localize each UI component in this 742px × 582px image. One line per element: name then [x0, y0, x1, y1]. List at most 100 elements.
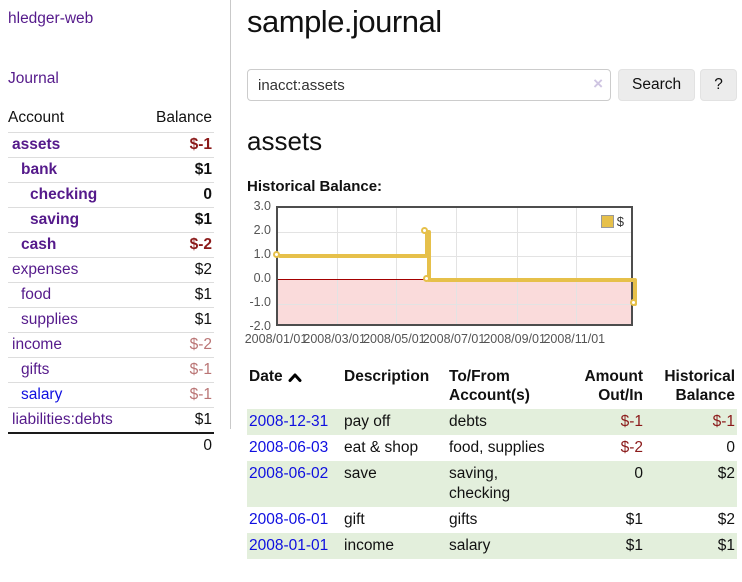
horizontal-gridline	[278, 304, 631, 305]
account-row: salary $-1	[8, 382, 214, 407]
transaction-accounts: salary	[449, 537, 491, 554]
transaction-accounts: gifts	[449, 511, 478, 528]
transaction-date-link[interactable]: 2008-06-03	[249, 439, 329, 456]
balance-column-header: Balance	[155, 109, 212, 126]
sidebar: hledger-web Journal Account Balance asse…	[0, 0, 231, 454]
data-point-marker[interactable]	[272, 250, 280, 258]
search-button[interactable]: Search	[618, 69, 696, 101]
account-row: gifts $-1	[8, 357, 214, 382]
sort-ascending-icon	[288, 373, 302, 382]
register-row: 2008-01-01 income salary $1 $1	[247, 533, 737, 559]
data-point-marker[interactable]	[629, 298, 637, 306]
horizontal-gridline	[278, 256, 631, 257]
account-balance: $-1	[189, 136, 212, 153]
transaction-accounts: debts	[449, 413, 487, 430]
transaction-description: income	[344, 537, 394, 554]
register-column-header[interactable]: Date	[249, 367, 344, 386]
account-balance: $1	[194, 311, 212, 328]
account-link[interactable]: supplies	[21, 311, 78, 328]
series-line-segment	[426, 230, 431, 282]
horizontal-gridline	[278, 232, 631, 233]
account-link[interactable]: cash	[21, 236, 57, 253]
clear-search-icon[interactable]: ×	[593, 74, 603, 93]
account-link[interactable]: income	[12, 336, 62, 353]
account-link[interactable]: saving	[30, 211, 80, 228]
account-link[interactable]: liabilities:debts	[12, 411, 113, 428]
accounts-table-header: Account Balance	[8, 106, 214, 132]
account-row: food $1	[8, 282, 214, 307]
transaction-date-link[interactable]: 2008-06-02	[249, 465, 329, 482]
sidebar-item-journal[interactable]: Journal	[8, 70, 59, 87]
account-balance: $1	[194, 286, 212, 303]
account-column-header: Account	[8, 109, 65, 126]
account-row: saving $1	[8, 207, 214, 232]
account-link[interactable]: expenses	[12, 261, 79, 278]
account-link[interactable]: bank	[21, 161, 58, 178]
transaction-date-link[interactable]: 2008-12-31	[249, 413, 329, 430]
y-axis-tick-label: 1.0	[253, 247, 271, 261]
chart-legend: $	[598, 213, 626, 230]
register-table-header: Date Description To/From Account(s) Amount …	[247, 367, 737, 409]
transaction-date-link[interactable]: 2008-06-01	[249, 511, 329, 528]
help-button[interactable]: ?	[700, 69, 737, 101]
transaction-amount: $1	[625, 537, 643, 554]
y-axis-tick-label: 2.0	[253, 223, 271, 237]
account-balance: $-2	[189, 236, 212, 253]
account-row: bank $1	[8, 157, 214, 182]
register-column-header: Historical Balance	[664, 368, 735, 404]
register-column-header: Amount Out/In	[584, 368, 643, 404]
vertical-gridline	[337, 208, 338, 324]
transaction-amount: 0	[634, 465, 643, 482]
account-balance: $-2	[189, 336, 212, 353]
search-input[interactable]	[247, 69, 611, 101]
transaction-balance: $1	[717, 537, 735, 554]
series-line-segment	[633, 278, 637, 306]
vertical-gridline	[576, 208, 577, 324]
data-point-marker[interactable]	[421, 226, 429, 234]
transaction-balance: 0	[726, 439, 735, 456]
page-title: sample.journal	[247, 4, 442, 39]
search-bar: × Search ?	[247, 69, 737, 101]
vertical-gridline	[396, 208, 397, 324]
accounts-total-row: 0	[8, 432, 214, 458]
register-row: 2008-06-02 save saving, checking 0 $2	[247, 461, 737, 507]
account-balance: $1	[194, 211, 212, 228]
y-axis-tick-label: -1.0	[249, 295, 271, 309]
transaction-balance: $-1	[712, 413, 735, 430]
account-balance: $1	[194, 161, 212, 178]
chart-title: Historical Balance:	[247, 178, 383, 195]
data-point-marker[interactable]	[423, 274, 431, 282]
account-link[interactable]: food	[21, 286, 52, 303]
main-content: sample.journal × Search ? assets Histori…	[245, 0, 737, 559]
account-row: supplies $1	[8, 307, 214, 332]
app-brand-link[interactable]: hledger-web	[8, 10, 94, 27]
accounts-total-balance: 0	[203, 437, 212, 454]
account-link[interactable]: assets	[12, 136, 61, 153]
account-balance: $1	[194, 411, 212, 428]
account-row: liabilities:debts $1	[8, 407, 214, 432]
x-axis-tick-label: 2008/03/01	[303, 332, 366, 346]
account-row: expenses $2	[8, 257, 214, 282]
legend-swatch	[600, 215, 614, 228]
account-link[interactable]: checking	[30, 186, 98, 203]
accounts-table: Account Balance assets $-1 bank $1 checking 0…	[8, 106, 214, 458]
account-link[interactable]: gifts	[21, 361, 50, 378]
series-line-segment	[278, 254, 427, 258]
account-balance: $-1	[189, 361, 212, 378]
series-line-segment	[428, 278, 635, 282]
register-column-header: To/From Account(s)	[449, 368, 530, 404]
register-row: 2008-06-03 eat & shop food, supplies $-2 0	[247, 435, 737, 461]
account-link[interactable]: salary	[21, 386, 63, 403]
account-row: assets $-1	[8, 132, 214, 157]
vertical-gridline	[456, 208, 457, 324]
x-axis-tick-label: 2008/09/01	[483, 332, 546, 346]
historical-balance-chart: $ 3.0 2.0 1.0 0.0 -1.0 -2.0 2008/01/01 2008/03/…	[245, 199, 737, 349]
account-balance: $2	[194, 261, 212, 278]
chart-plot-area: $	[272, 206, 637, 326]
account-balance: 0	[203, 186, 212, 203]
transaction-description: gift	[344, 511, 365, 528]
transaction-date-link[interactable]: 2008-01-01	[249, 537, 329, 554]
transaction-accounts: food, supplies	[449, 439, 545, 456]
transaction-amount: $1	[625, 511, 643, 528]
legend-label: $	[616, 214, 624, 229]
